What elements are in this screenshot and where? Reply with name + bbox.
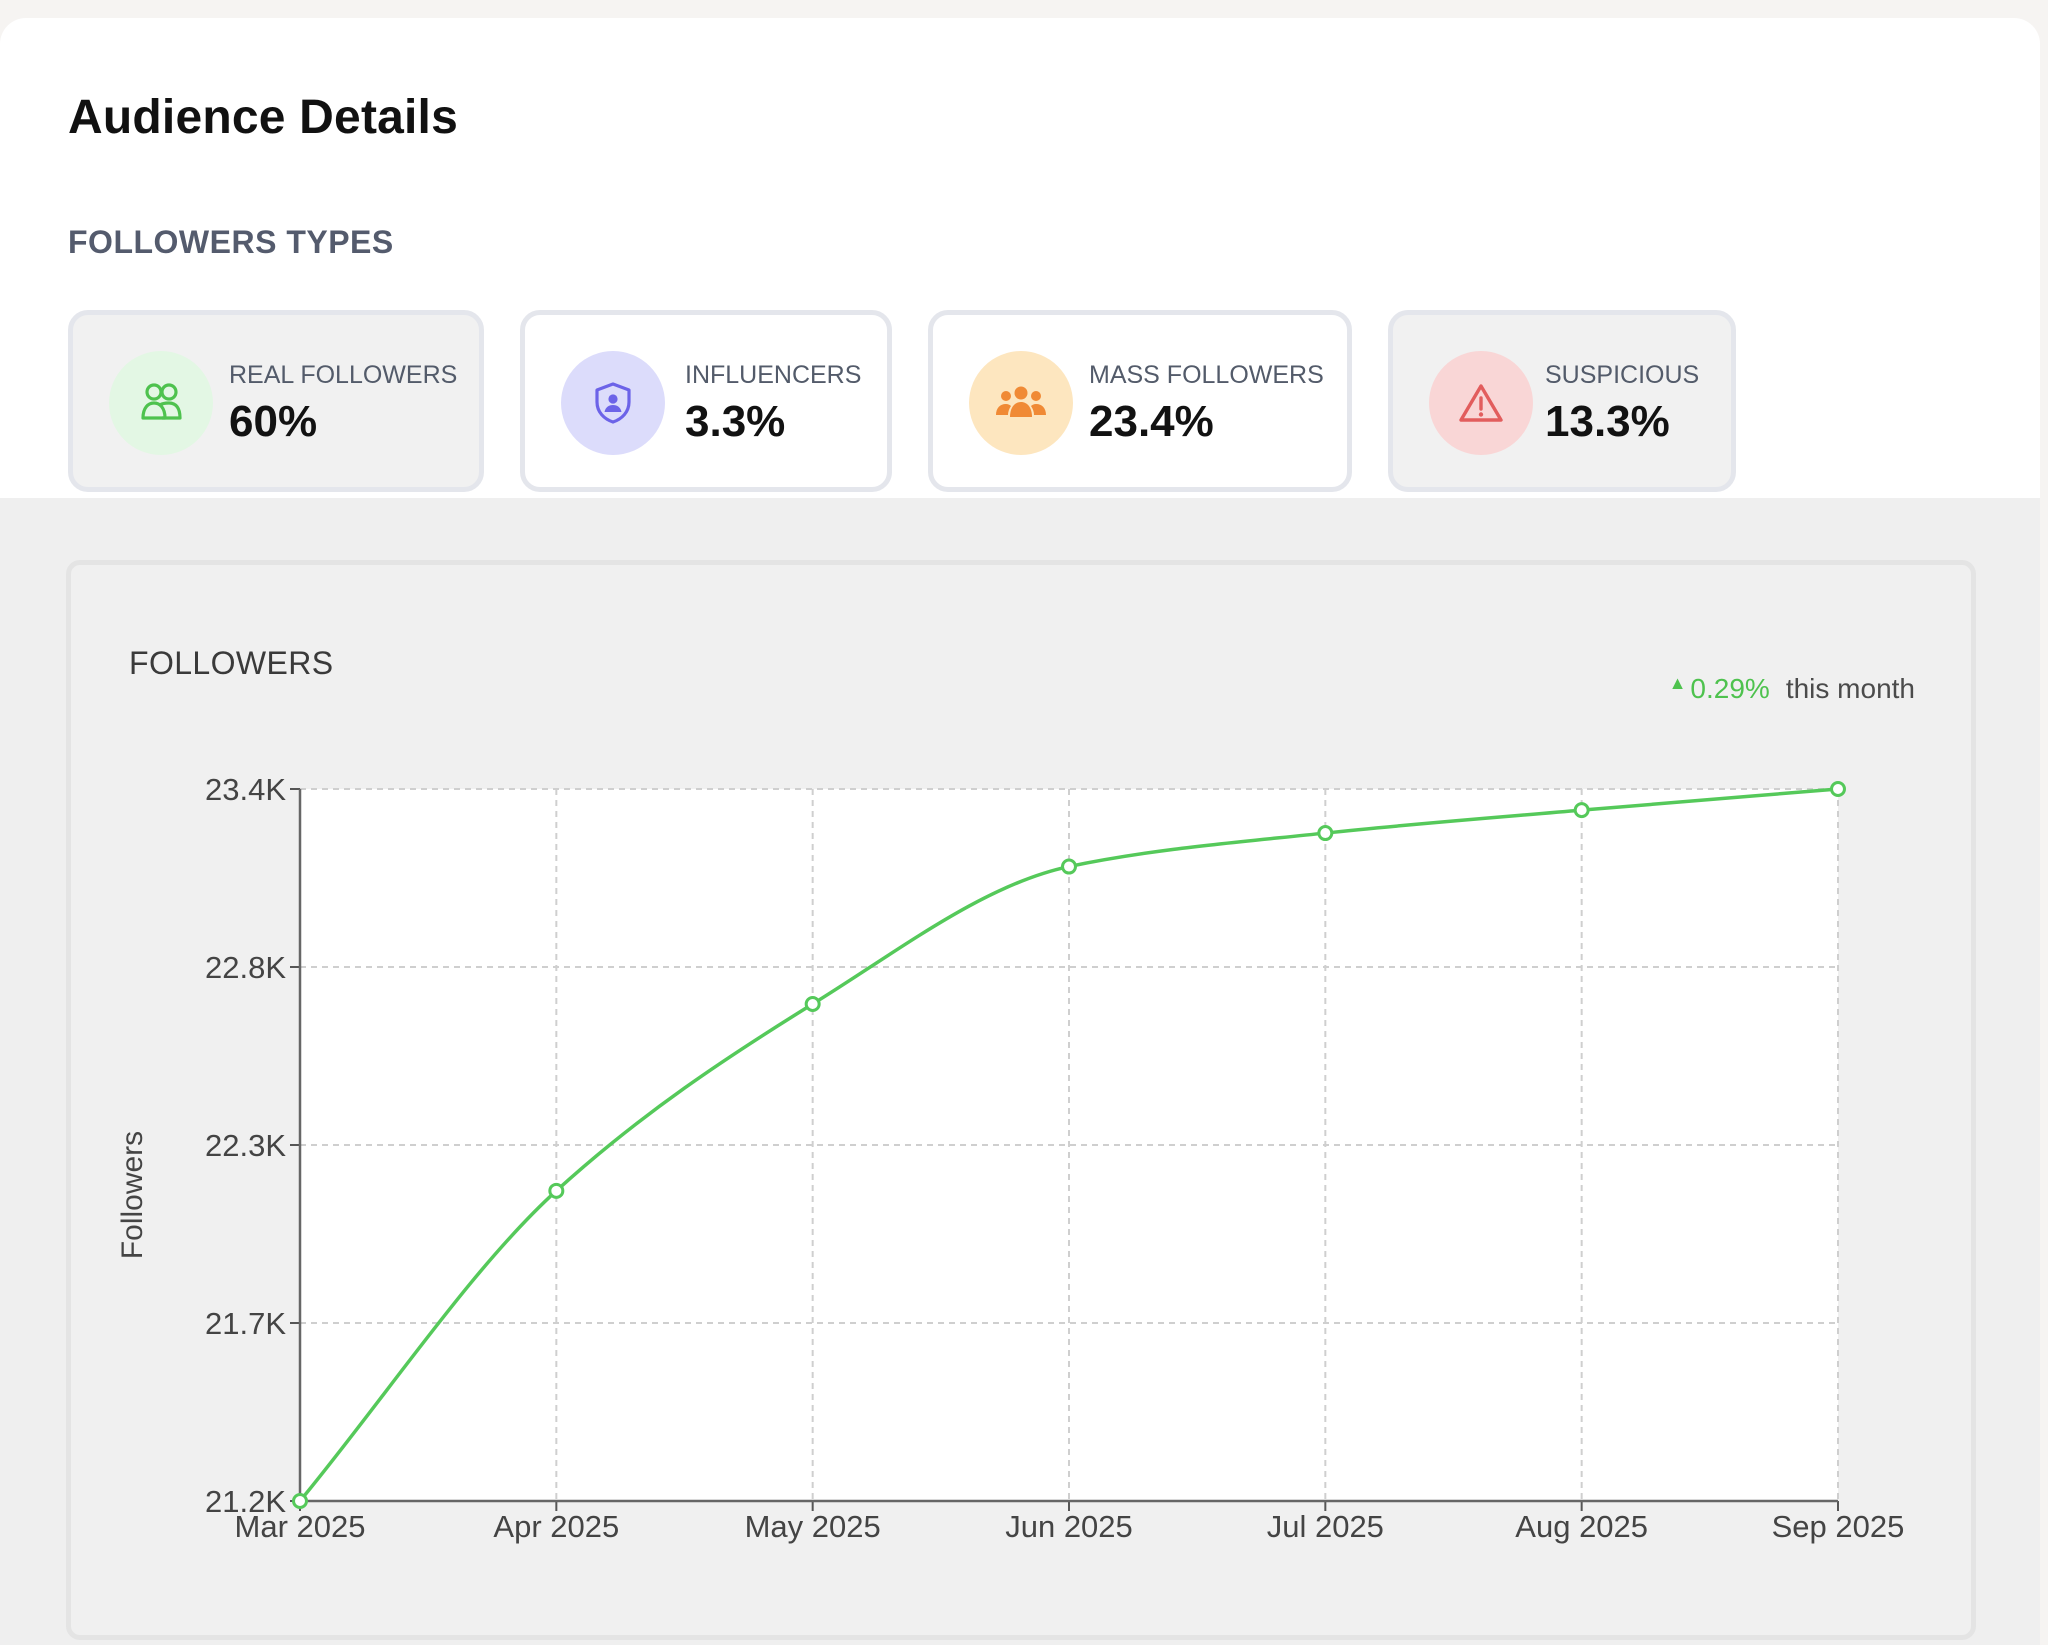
x-tick-label: Jun 2025 — [1005, 1509, 1133, 1544]
y-tick-label: 21.2K — [205, 1484, 286, 1519]
followers-chart-card: FOLLOWERS ▲ 0.29% this month 21.2K 21.7K 2… — [66, 560, 1976, 1640]
x-tick-label: May 2025 — [745, 1509, 881, 1544]
shield-user-icon — [561, 351, 665, 455]
data-point — [804, 996, 821, 1013]
x-tick-label: Sep 2025 — [1772, 1509, 1905, 1544]
audience-details-panel: Audience Details FOLLOWERS TYPES REAL FO… — [0, 18, 2040, 1645]
trend-up-icon: ▲ — [1668, 672, 1687, 693]
data-point — [1317, 825, 1334, 842]
data-point — [1573, 802, 1590, 819]
data-point — [292, 1493, 308, 1509]
data-point — [1830, 781, 1846, 797]
trend-indicator: ▲ 0.29% this month — [1669, 673, 1915, 705]
y-tick-label: 23.4K — [205, 772, 286, 807]
mass-followers-card[interactable]: MASS FOLLOWERS 23.4% — [928, 310, 1352, 492]
followers-line-chart: 21.2K 21.7K 22.3K 22.8K 23.4K Mar 2025 Apr 202… — [116, 772, 1905, 1544]
trend-value: 0.29% — [1690, 673, 1770, 704]
real-followers-label: REAL FOLLOWERS — [229, 361, 458, 389]
influencers-value: 3.3% — [685, 397, 786, 446]
y-axis-title: Followers — [116, 1131, 149, 1259]
x-tick-label: Mar 2025 — [235, 1509, 366, 1544]
mass-followers-label: MASS FOLLOWERS — [1089, 361, 1324, 389]
followers-chart-title: FOLLOWERS — [129, 645, 334, 681]
y-tick-label: 22.8K — [205, 950, 286, 985]
warning-icon — [1429, 351, 1533, 455]
x-tick-label: Jul 2025 — [1267, 1509, 1384, 1544]
real-followers-value: 60% — [229, 397, 318, 446]
trend-suffix: this month — [1785, 673, 1915, 704]
y-tick-label: 22.3K — [205, 1128, 286, 1163]
real-followers-card[interactable]: REAL FOLLOWERS 60% — [68, 310, 484, 492]
suspicious-value: 13.3% — [1545, 397, 1670, 446]
x-tick-label: Apr 2025 — [493, 1509, 619, 1544]
data-point — [1061, 858, 1077, 875]
x-tick-label: Aug 2025 — [1515, 1509, 1648, 1544]
group-icon — [969, 351, 1073, 455]
users-icon — [109, 351, 213, 455]
suspicious-label: SUSPICIOUS — [1545, 361, 1700, 389]
influencers-card[interactable]: INFLUENCERS 3.3% — [520, 310, 892, 492]
suspicious-card[interactable]: SUSPICIOUS 13.3% — [1388, 310, 1736, 492]
page-title: Audience Details — [68, 91, 458, 144]
mass-followers-value: 23.4% — [1089, 397, 1214, 446]
y-tick-label: 21.7K — [205, 1306, 286, 1341]
followers-types-heading: FOLLOWERS TYPES — [68, 224, 394, 260]
data-point — [548, 1182, 565, 1199]
influencers-label: INFLUENCERS — [685, 361, 862, 389]
